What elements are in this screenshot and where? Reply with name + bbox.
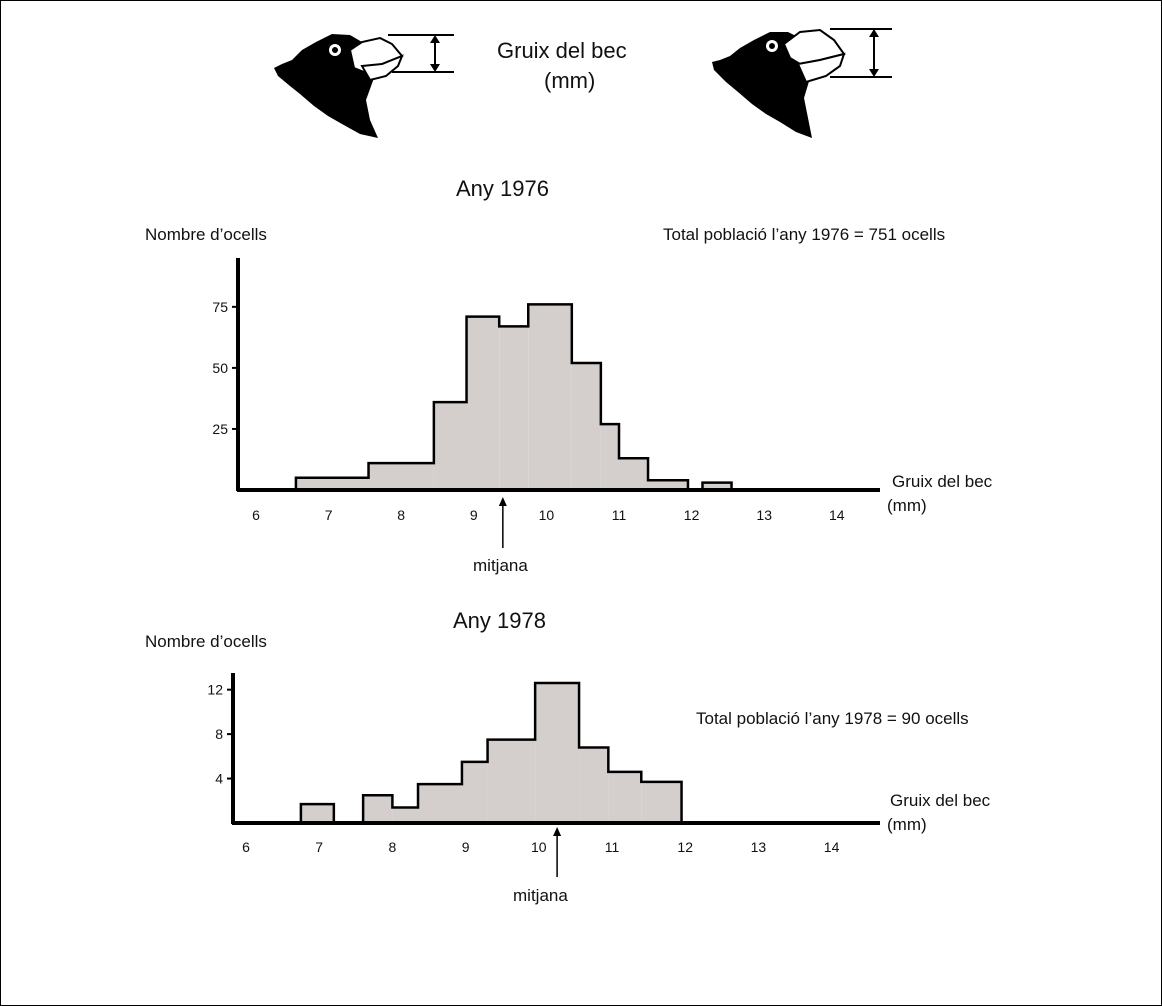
chart-1976-xlabel-line1: Gruix del bec <box>892 472 993 491</box>
chart-1976-title: Any 1976 <box>456 176 549 201</box>
chart-1976-xtick-label-6: 12 <box>684 507 700 523</box>
chart-1976-bar-7 <box>600 424 619 490</box>
chart-1976-bar-2 <box>433 402 467 490</box>
chart-1976-xtick-label-2: 8 <box>397 507 405 523</box>
chart-1976-bar-5 <box>528 304 572 490</box>
chart-1978-xtick-label-4: 10 <box>531 839 547 855</box>
chart-1976-xtick-label-5: 11 <box>612 507 627 523</box>
chart-1976-bar-8 <box>619 458 649 490</box>
chart-1978-bar-0 <box>300 804 334 823</box>
chart-1978-bar-4 <box>418 784 462 823</box>
chart-1976-bar-0 <box>295 477 369 490</box>
chart-1976-xtick-label-8: 14 <box>829 507 845 523</box>
chart-1978-xtick-label-5: 11 <box>605 839 620 855</box>
chart-1976-xtick-label-7: 13 <box>756 507 772 523</box>
chart-1976-xlabel-line2: (mm) <box>887 496 927 515</box>
chart-1978-xtick-label-3: 9 <box>462 839 470 855</box>
chart-1978-title: Any 1978 <box>453 608 546 633</box>
chart-1976-xtick-label-1: 7 <box>325 507 333 523</box>
chart-1976-bar-11 <box>702 482 732 490</box>
chart-1978-bar-3 <box>392 807 419 823</box>
chart-1978-total-note: Total població l’any 1978 = 90 ocells <box>696 709 969 728</box>
chart-1978-xtick-label-6: 12 <box>677 839 693 855</box>
chart-1978-ytick-label-2: 12 <box>207 682 223 698</box>
beak-label-line2: (mm) <box>544 68 596 93</box>
chart-1976-bar-1 <box>368 463 434 490</box>
chart-1976-xtick-label-0: 6 <box>252 507 260 523</box>
beak-label-line1: Gruix del bec <box>497 38 627 63</box>
chart-1978-bar-10 <box>641 781 682 823</box>
chart-1978-mean-arrow-head <box>553 827 562 836</box>
chart-1978-xtick-label-2: 8 <box>389 839 397 855</box>
chart-1976-ytick-label-2: 75 <box>212 299 228 315</box>
chart-1976-mean-label: mitjana <box>473 556 528 575</box>
chart-1978-xtick-label-7: 13 <box>751 839 767 855</box>
chart-1978-bar-5 <box>461 761 488 823</box>
chart-1978-bar-8 <box>579 747 609 823</box>
chart-1978-bar-7 <box>535 683 580 823</box>
chart-1978-xlabel-line1: Gruix del bec <box>890 791 991 810</box>
finch-head-thick-beak-icon <box>712 28 892 138</box>
chart-1978-ytick-label-0: 4 <box>215 771 223 787</box>
chart-1978-mean-label: mitjana <box>513 886 568 905</box>
chart-1978-xlabel-line2: (mm) <box>887 815 927 834</box>
chart-1978-bar-2 <box>363 795 393 823</box>
chart-1978-ytick-label-1: 8 <box>215 726 223 742</box>
chart-1976-bar-6 <box>571 363 601 490</box>
chart-1976-bar-9 <box>648 480 688 490</box>
chart-1978-bar-9 <box>608 771 642 823</box>
chart-1978-bar-6 <box>487 739 536 823</box>
chart-1976-mean-arrow-head <box>498 497 507 506</box>
chart-1976-bar-3 <box>466 316 500 490</box>
chart-1976-ylabel: Nombre d’ocells <box>145 225 267 244</box>
finch-head-thin-beak-icon <box>274 34 454 138</box>
chart-1976-ytick-label-0: 25 <box>212 421 228 437</box>
chart-1976-xtick-label-4: 10 <box>539 507 555 523</box>
chart-1976-xtick-label-3: 9 <box>470 507 478 523</box>
chart-1976-total-note: Total població l’any 1976 = 751 ocells <box>663 225 946 244</box>
chart-1976-bar-4 <box>499 326 529 490</box>
chart-1976-ytick-label-1: 50 <box>212 360 228 376</box>
chart-1978-xtick-label-1: 7 <box>315 839 323 855</box>
chart-1978-xtick-label-0: 6 <box>242 839 250 855</box>
chart-1978-xtick-label-8: 14 <box>824 839 840 855</box>
chart-1978-ylabel: Nombre d’ocells <box>145 632 267 651</box>
